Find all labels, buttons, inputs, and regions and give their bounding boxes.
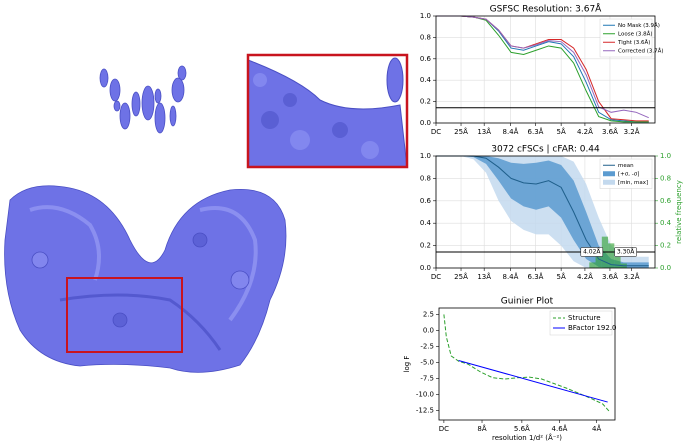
legend-label: Corrected (3.7Å) [618, 47, 664, 54]
y-tick-label: 1.0 [420, 12, 431, 20]
x-tick-label: 6.3Å [528, 127, 544, 136]
histogram-bar [595, 254, 602, 268]
density-map [4, 65, 287, 373]
legend-label: Loose (3.8Å) [618, 30, 653, 37]
x-tick-label: 13Å [477, 272, 491, 281]
x-tick-label: DC [431, 128, 441, 136]
legend-label: [+σ, -σ] [618, 171, 639, 177]
chart-title: GSFSC Resolution: 3.67Å [490, 3, 603, 15]
y-tick-label: 0.0 [423, 326, 434, 334]
x-tick-label: 25Å [454, 127, 468, 136]
y2-tick-label: 0.8 [660, 174, 671, 182]
legend-label: Structure [568, 314, 601, 322]
x-tick-label: 3.2Å [624, 127, 640, 136]
histogram-bar [614, 256, 621, 268]
band [436, 156, 649, 268]
x-tick-label: 4Å [592, 424, 601, 433]
y-tick-label: -12.5 [416, 406, 434, 414]
y-tick-label: 0.6 [420, 55, 432, 63]
y-tick-label: 0.2 [420, 98, 431, 106]
x-tick-label: 3.2Å [624, 272, 640, 281]
y-tick-label: 0.8 [420, 174, 431, 182]
y-tick-label: 0.0 [420, 264, 431, 272]
y-tick-label: -2.5 [420, 342, 434, 350]
legend-label: mean [618, 163, 634, 169]
x-tick-label: 3.6Å [602, 272, 618, 281]
x-tick-label: 4.2Å [577, 127, 593, 136]
series-line [458, 359, 608, 403]
x-tick-label: 4.2Å [577, 272, 593, 281]
y2-axis-label: relative frequency [675, 180, 683, 244]
legend-swatch [603, 179, 615, 185]
chart-title: Guinier Plot [501, 297, 554, 307]
y-tick-label: 0.6 [420, 197, 432, 205]
histogram-bar [608, 243, 615, 268]
x-tick-label: 6.3Å [528, 272, 544, 281]
y-tick-label: 0.4 [420, 219, 432, 227]
y-tick-label: -10.0 [416, 390, 434, 398]
plot-frame [435, 15, 656, 124]
histogram-bar [589, 262, 596, 268]
y2-tick-label: 0.2 [660, 242, 671, 250]
x-tick-label: 8.4Å [502, 127, 518, 136]
x-tick-label: 13Å [477, 127, 491, 136]
y2-tick-label: 0.4 [660, 219, 672, 227]
plot-frame [438, 307, 616, 421]
annotation-box [580, 247, 604, 257]
y2-tick-label: 0.0 [660, 264, 671, 272]
x-tick-label: DC [431, 273, 441, 281]
y-tick-label: 0.4 [420, 76, 432, 84]
x-tick-label: DC [439, 425, 449, 433]
x-tick-label: 8.4Å [502, 272, 518, 281]
plot-frame [435, 155, 656, 269]
annotation-box [614, 247, 637, 257]
legend-label: BFactor 192.0 [568, 324, 617, 332]
y-axis-label: log F [403, 356, 411, 373]
y-tick-label: 2.5 [423, 310, 434, 318]
y-tick-label: 0.8 [420, 33, 431, 41]
y-tick-label: 0.0 [420, 119, 431, 127]
legend-label: Tight (3.6Å) [617, 39, 650, 46]
zoom-region [66, 277, 183, 353]
x-tick-label: 4.6Å [552, 424, 568, 433]
y-tick-label: 1.0 [420, 152, 431, 160]
legend-label: No Mask (3.9Å) [618, 22, 660, 29]
y-tick-label: -5.0 [420, 358, 434, 366]
series-line [436, 15, 649, 119]
legend-box [549, 310, 613, 336]
chart-title: 3072 cFSCs | cFAR: 0.44 [491, 145, 600, 155]
annotation: 4.02Å [583, 248, 601, 255]
x-tick-label: 25Å [454, 272, 468, 281]
annotation: 3.30Å [617, 248, 635, 255]
y-tick-label: 0.2 [420, 242, 431, 250]
x-tick-label: 5.6Å [514, 424, 530, 433]
y2-tick-label: 1.0 [660, 152, 671, 160]
legend-label: [min, max] [618, 180, 648, 186]
x-tick-label: 8Å [477, 424, 486, 433]
x-tick-label: 5Å [557, 127, 566, 136]
zoom-inset [246, 53, 409, 169]
x-axis-label: resolution 1/d² (Å⁻²) [492, 433, 562, 442]
x-tick-label: 5Å [557, 272, 566, 281]
x-tick-label: 3.6Å [602, 127, 618, 136]
y2-tick-label: 0.6 [660, 197, 672, 205]
y-tick-label: -7.5 [420, 374, 434, 382]
legend-swatch [603, 171, 615, 177]
